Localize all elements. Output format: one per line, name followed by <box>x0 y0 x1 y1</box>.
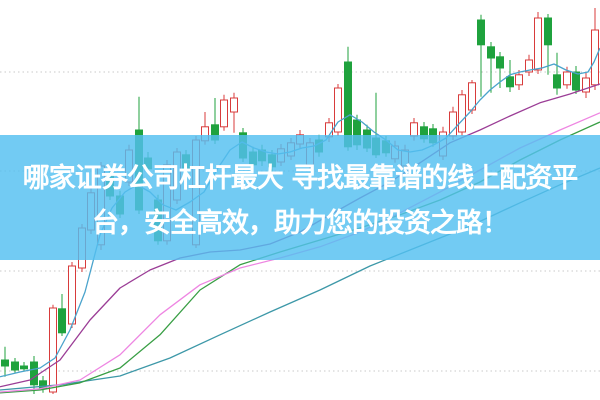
promo-text-line-1: 哪家证券公司杠杆最大 寻找最靠谱的线上配资平 <box>22 162 578 194</box>
promo-banner: 哪家证券公司杠杆最大 寻找最靠谱的线上配资平 台，安全高效，助力您的投资之路！ <box>0 135 600 260</box>
promo-text-line-2: 台，安全高效，助力您的投资之路！ <box>92 207 509 239</box>
